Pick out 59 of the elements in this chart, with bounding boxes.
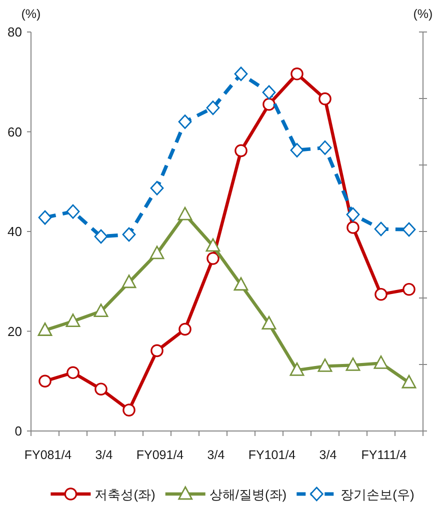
point <box>290 362 304 376</box>
point <box>38 374 52 388</box>
point <box>374 222 388 236</box>
legend-label: 상해/질병(좌) <box>209 487 287 502</box>
point <box>262 98 276 111</box>
legend-label: 저축성(좌) <box>94 487 156 502</box>
x-tick-label: FY101/4 <box>248 448 296 462</box>
point <box>318 140 332 155</box>
point <box>402 222 416 237</box>
point <box>66 204 80 219</box>
y-tick-label: 80 <box>8 24 22 40</box>
point <box>346 357 360 371</box>
point <box>150 246 164 260</box>
point <box>94 382 108 396</box>
point <box>290 143 304 158</box>
point <box>318 92 332 106</box>
y2-axis-title: (%) <box>413 7 433 21</box>
point <box>122 404 136 416</box>
point <box>38 210 52 225</box>
point <box>206 252 220 265</box>
point <box>346 207 360 222</box>
point <box>374 355 388 369</box>
x-tick-label: 3/4 <box>319 448 337 462</box>
point <box>150 344 164 358</box>
y-axis-title: (%) <box>21 7 41 21</box>
x-tick-label: FY081/4 <box>24 448 72 462</box>
point <box>66 366 80 380</box>
x-tick-label: FY091/4 <box>136 448 184 462</box>
point <box>122 227 136 242</box>
point <box>262 85 276 100</box>
point <box>94 304 108 317</box>
point <box>206 238 220 252</box>
y-tick-label: 0 <box>14 424 22 438</box>
x-tick-label: 3/4 <box>95 448 113 462</box>
point <box>178 114 192 129</box>
point <box>206 100 220 116</box>
point <box>178 206 192 220</box>
x-tick-label: FY111/4 <box>361 448 407 462</box>
point <box>122 274 136 288</box>
y-tick-label: 40 <box>8 224 22 239</box>
point <box>402 282 416 296</box>
point <box>402 374 416 388</box>
y-tick-label: 60 <box>8 124 22 140</box>
point <box>94 229 108 244</box>
point <box>150 180 164 196</box>
point <box>178 322 192 336</box>
point <box>318 358 332 372</box>
y-tick-label: 20 <box>8 324 22 339</box>
x-tick-label: 3/4 <box>207 448 225 462</box>
point <box>66 314 80 327</box>
legend-label: 장기손보(우) <box>340 487 414 502</box>
point <box>38 322 52 336</box>
point <box>262 316 276 330</box>
point <box>234 144 248 158</box>
point <box>234 66 248 82</box>
point <box>346 221 360 234</box>
point <box>374 288 388 301</box>
point <box>290 67 304 80</box>
point <box>234 277 248 291</box>
